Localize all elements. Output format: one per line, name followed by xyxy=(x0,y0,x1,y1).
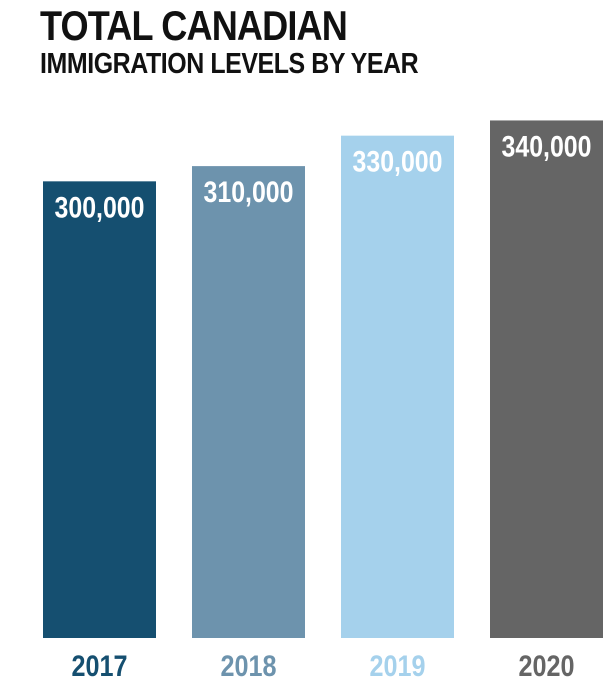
bar-2020 xyxy=(490,120,603,638)
bar-2019 xyxy=(341,135,454,638)
value-label-2018: 310,000 xyxy=(204,176,294,209)
bar-2018 xyxy=(192,166,305,638)
value-label-2017: 300,000 xyxy=(55,191,145,224)
chart-title-block: TOTAL CANADIAN IMMIGRATION LEVELS BY YEA… xyxy=(40,2,600,81)
value-label-2020: 340,000 xyxy=(502,130,592,163)
chart-title: TOTAL CANADIAN xyxy=(40,2,348,49)
value-label-2019: 330,000 xyxy=(353,146,443,179)
chart-subtitle: IMMIGRATION LEVELS BY YEAR xyxy=(40,48,419,80)
category-label-2017: 2017 xyxy=(72,650,128,683)
category-label-2019: 2019 xyxy=(370,650,426,683)
category-label-2020: 2020 xyxy=(519,650,575,683)
bar-2017 xyxy=(43,181,156,639)
category-label-2018: 2018 xyxy=(221,650,277,683)
